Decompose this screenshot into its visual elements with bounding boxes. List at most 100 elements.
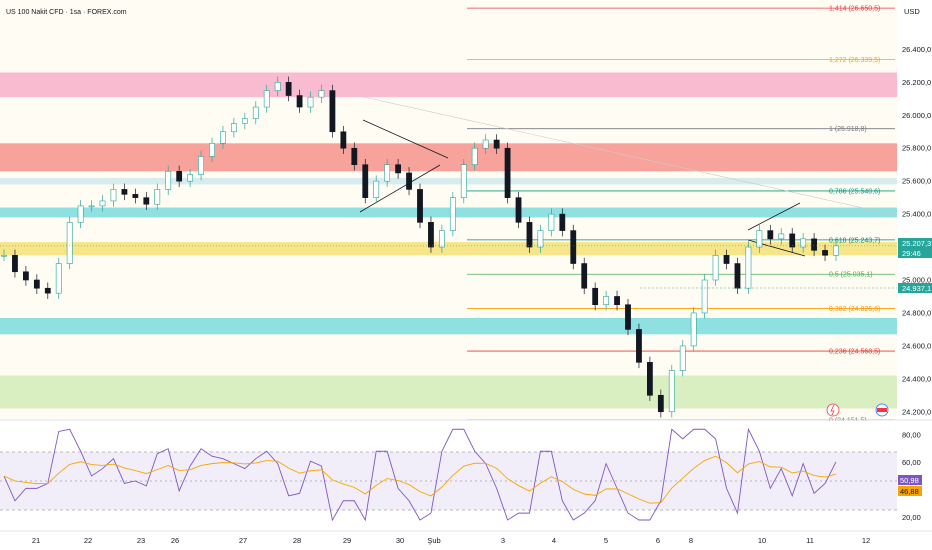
time-tick-10: 4 bbox=[552, 536, 556, 545]
price-tick-2: 26.000,0 bbox=[902, 111, 931, 120]
price-tick-10: 24.200,0 bbox=[902, 407, 931, 416]
time-tick-7: 30 bbox=[396, 536, 404, 545]
rsi-line bbox=[3, 427, 837, 522]
time-axis[interactable]: 21 22 23 26 27 28 29 30 Şub 3 4 5 6 8 10 11 12 bbox=[32, 536, 870, 545]
candle-body-68 bbox=[745, 246, 752, 289]
candle-body-71 bbox=[778, 233, 785, 240]
rsi-value-tag: 50,98 bbox=[898, 475, 922, 485]
candle-body-38 bbox=[417, 189, 423, 223]
support-resistance-zones bbox=[0, 72, 897, 409]
rsi-tick-labels: 80,00 60,00 20,00 bbox=[902, 430, 921, 522]
time-tick-9: 3 bbox=[501, 536, 505, 545]
current-price: 25.207,3 bbox=[902, 239, 931, 248]
candle-body-37 bbox=[406, 172, 412, 190]
time-tick-3: 26 bbox=[171, 536, 179, 545]
candle-body-49 bbox=[537, 230, 544, 248]
candle-body-74 bbox=[811, 238, 818, 251]
zone-4 bbox=[0, 242, 897, 256]
candle-body-60 bbox=[657, 394, 664, 413]
zone-0 bbox=[0, 72, 897, 98]
price-axis[interactable] bbox=[897, 0, 932, 420]
zone-2 bbox=[0, 177, 897, 185]
candle-body-21 bbox=[230, 123, 237, 133]
candle-body-22 bbox=[241, 118, 248, 124]
trend-drawings bbox=[354, 94, 896, 257]
rsi-ma-value-tag: 46,88 bbox=[898, 486, 922, 496]
rsi-tick-2: 20,00 bbox=[902, 513, 921, 522]
marker-price-tag: 24.937,1 bbox=[898, 283, 932, 293]
candle-body-35 bbox=[384, 164, 391, 182]
candle-body-53 bbox=[581, 263, 588, 289]
candle-body-56 bbox=[614, 296, 620, 306]
current-price-tag: 25.207,3 29:46 bbox=[898, 238, 932, 258]
candle-body-29 bbox=[318, 90, 325, 98]
time-tick-16: 12 bbox=[862, 536, 870, 545]
candle-body-27 bbox=[296, 95, 303, 108]
fib-label-8: 0 (24.151,5) bbox=[829, 417, 867, 424]
candle-body-1 bbox=[12, 254, 18, 273]
currency-label: USD bbox=[904, 7, 920, 16]
candle-body-51 bbox=[559, 213, 566, 231]
time-tick-14: 10 bbox=[758, 536, 766, 545]
candle-body-34 bbox=[373, 180, 380, 198]
candle-body-57 bbox=[625, 304, 631, 330]
candle-body-25 bbox=[274, 82, 281, 91]
time-tick-8: Şub bbox=[427, 536, 440, 545]
candle-body-4 bbox=[44, 287, 51, 294]
time-tick-4: 27 bbox=[239, 536, 247, 545]
price-tick-8: 24.600,0 bbox=[902, 341, 931, 350]
candle-body-70 bbox=[767, 230, 774, 240]
zone-6 bbox=[0, 375, 897, 409]
candle-body-2 bbox=[22, 271, 29, 281]
candle-body-61 bbox=[668, 370, 675, 413]
candle-body-48 bbox=[526, 222, 533, 248]
time-tick-5: 28 bbox=[293, 536, 301, 545]
price-tick-5: 25.400,0 bbox=[902, 210, 931, 219]
candle-body-63 bbox=[690, 312, 697, 347]
candle-body-28 bbox=[307, 96, 314, 108]
candle-body-3 bbox=[33, 279, 40, 289]
chart-title: US 100 Nakit CFD · 1sa · FOREX.com bbox=[6, 9, 127, 16]
rsi-tick-0: 80,00 bbox=[902, 430, 921, 439]
candle-body-66 bbox=[723, 254, 730, 264]
time-tick-13: 8 bbox=[689, 536, 693, 545]
candle-body-69 bbox=[756, 230, 763, 248]
zone-5 bbox=[0, 317, 897, 335]
fib-label-3: 0,786 (25.540,6) bbox=[829, 188, 880, 195]
countdown: 29:46 bbox=[902, 249, 921, 258]
candle-body-33 bbox=[362, 164, 369, 198]
candle-body-19 bbox=[209, 142, 215, 157]
candle-body-73 bbox=[800, 238, 807, 248]
candle-body-62 bbox=[679, 345, 686, 371]
candle-body-50 bbox=[548, 213, 555, 231]
price-tick-7: 24.800,0 bbox=[902, 308, 931, 317]
price-tick-4: 25.600,0 bbox=[902, 177, 931, 186]
candle-body-65 bbox=[712, 254, 719, 281]
candlestick-series bbox=[0, 76, 897, 418]
candle-body-6 bbox=[66, 222, 73, 264]
time-tick-11: 5 bbox=[604, 536, 608, 545]
candle-body-52 bbox=[570, 230, 577, 264]
candle-body-45 bbox=[493, 139, 500, 149]
time-tick-2: 23 bbox=[137, 536, 145, 545]
fib-label-6: 0,382 (24.826,6) bbox=[829, 306, 880, 313]
rsi-ma-value: 46,88 bbox=[900, 487, 919, 496]
lightning-icon[interactable] bbox=[826, 403, 840, 417]
candle-body-75 bbox=[822, 250, 828, 256]
candle-body-17 bbox=[187, 174, 194, 182]
fib-label-2: 1 (25.918,8) bbox=[829, 126, 867, 133]
candle-body-41 bbox=[449, 197, 456, 231]
candle-body-23 bbox=[252, 106, 259, 119]
time-tick-15: 11 bbox=[806, 536, 814, 545]
fib-label-7: 0,236 (24.568,5) bbox=[829, 349, 880, 356]
fib-label-4: 0,618 (25.243,7) bbox=[829, 237, 880, 244]
rsi-value: 50,98 bbox=[900, 476, 919, 485]
candle-body-40 bbox=[438, 230, 445, 248]
zone-1 bbox=[0, 143, 897, 172]
fib-label-0: 1,414 (26.650,5) bbox=[829, 6, 880, 13]
rsi-tick-1: 60,00 bbox=[902, 458, 921, 467]
flag-icon[interactable] bbox=[875, 403, 889, 417]
candle-body-58 bbox=[636, 329, 642, 363]
candle-body-59 bbox=[646, 362, 653, 396]
